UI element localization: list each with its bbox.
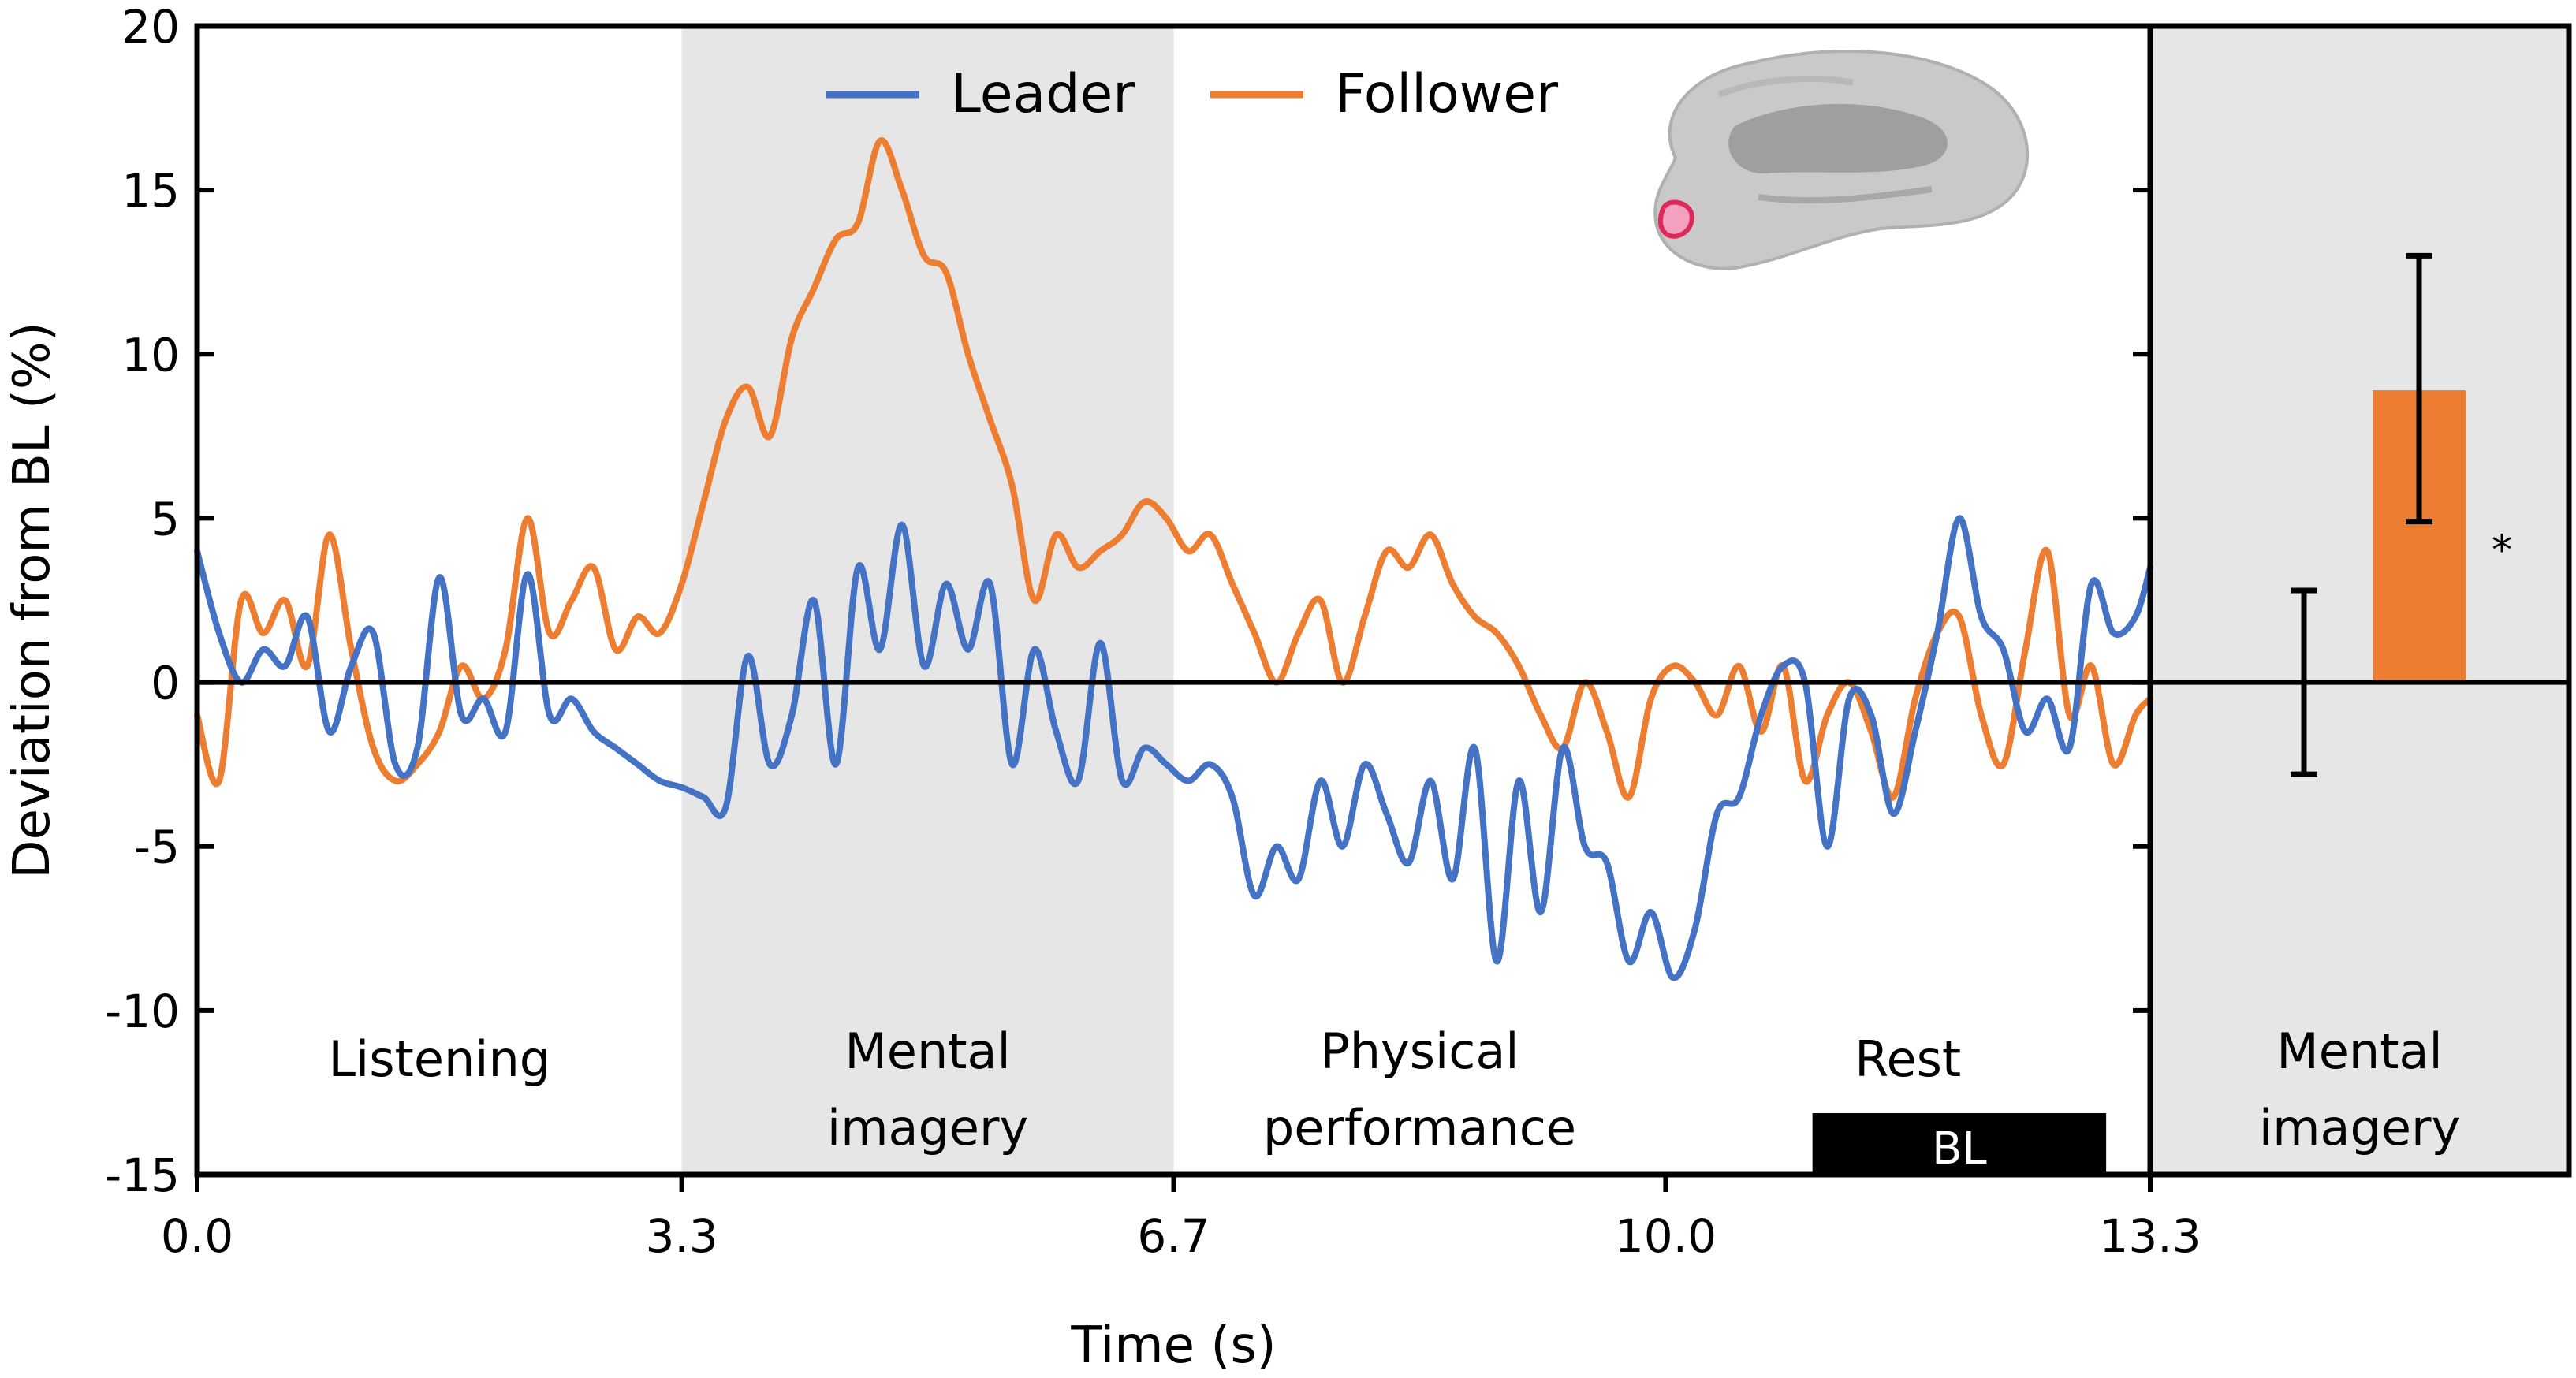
phase-label-line: Physical xyxy=(1320,1022,1519,1080)
y-tick-label: 20 xyxy=(121,0,180,54)
phase-label-line: imagery xyxy=(827,1099,1028,1156)
inset-category-label: Mental imagery xyxy=(2259,1022,2460,1156)
y-tick-label: -5 xyxy=(134,821,180,874)
y-tick-label: -10 xyxy=(105,985,180,1038)
inset-category-label-line: Mental xyxy=(2276,1022,2442,1080)
x-tick-label: 0.0 xyxy=(161,1209,233,1263)
phase-label-mental-imagery: Mental imagery xyxy=(827,1022,1028,1156)
phase-shade-mental-imagery xyxy=(681,26,1174,1175)
phase-label-line: Rest xyxy=(1855,1030,1961,1088)
y-tick-label: -15 xyxy=(105,1149,180,1202)
phase-label-rest: Rest xyxy=(1855,1030,1961,1088)
phase-label-line: Listening xyxy=(328,1030,550,1088)
brain-illustration-icon xyxy=(1653,50,2030,270)
phase-label-listening: Listening xyxy=(328,1030,550,1088)
y-tick-label: 5 xyxy=(151,492,180,546)
legend: Leader Follower xyxy=(826,63,1558,125)
inset-plot-frame xyxy=(2147,23,2572,1178)
y-tick-label: 0 xyxy=(151,657,180,710)
x-tick-label: 10.0 xyxy=(1615,1209,1717,1263)
baseline-window-label: BL xyxy=(1932,1123,1987,1175)
inset-significance-star: * xyxy=(2492,527,2512,575)
x-axis-title: Time (s) xyxy=(1070,1317,1276,1375)
y-tick-label: 10 xyxy=(121,328,180,382)
baseline-window-bar xyxy=(1812,1113,2107,1175)
inset-panel-background xyxy=(2150,26,2569,1175)
series-line-follower xyxy=(194,137,2153,801)
inset-category-label-line: imagery xyxy=(2259,1099,2460,1156)
series-line-leader xyxy=(194,515,2153,981)
legend-entry-follower: Follower xyxy=(1335,63,1558,125)
phase-label-physical-performance: Physical performance xyxy=(1263,1022,1576,1156)
phase-label-line: Mental xyxy=(844,1022,1010,1080)
y-axis-title: Deviation from BL (%) xyxy=(3,322,62,878)
x-tick-label: 6.7 xyxy=(1137,1209,1210,1263)
y-tick-label: 15 xyxy=(121,164,180,218)
legend-entry-leader: Leader xyxy=(951,63,1135,125)
x-tick-label: 13.3 xyxy=(2099,1209,2201,1263)
x-tick-label: 3.3 xyxy=(645,1209,718,1263)
phase-label-line: performance xyxy=(1263,1099,1576,1156)
